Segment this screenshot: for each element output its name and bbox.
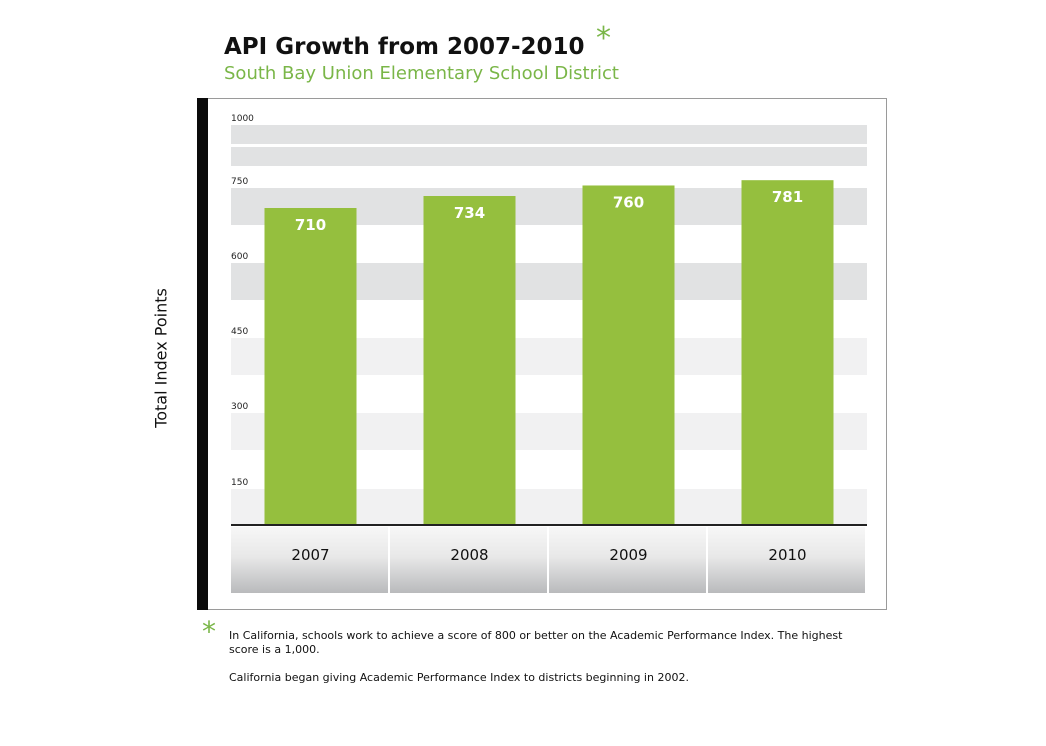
x-axis-cell [708, 527, 865, 593]
grid-band [231, 125, 867, 144]
x-tick-label: 2008 [450, 546, 488, 564]
y-tick-label: 300 [231, 402, 248, 412]
bar [582, 185, 675, 526]
bar [741, 180, 834, 526]
x-tick-label: 2010 [768, 546, 806, 564]
y-tick-label: 450 [231, 327, 248, 337]
bar-value-label: 781 [772, 188, 803, 206]
bar-value-label: 760 [613, 193, 644, 211]
title-asterisk-mark: * [596, 21, 611, 56]
y-tick-label: 1000 [231, 114, 254, 124]
footnote-text: In California, schools work to achieve a… [229, 629, 843, 656]
chart-left-accent-bar [197, 98, 208, 610]
grid-band [231, 147, 867, 166]
footnote-text-2: California began giving Academic Perform… [229, 671, 689, 684]
bar [423, 196, 516, 525]
x-tick-label: 2009 [609, 546, 647, 564]
x-axis-cell [231, 527, 388, 593]
bar-value-label: 734 [454, 204, 485, 222]
x-axis-cell [549, 527, 706, 593]
x-tick-label: 2007 [291, 546, 329, 564]
x-axis-cell [390, 527, 547, 593]
bar [264, 208, 357, 525]
y-tick-label: 600 [231, 252, 248, 262]
chart-title: API Growth from 2007-2010 [224, 34, 585, 60]
chart-subtitle: South Bay Union Elementary School Distri… [224, 63, 619, 84]
bar-value-label: 710 [295, 216, 326, 234]
y-tick-label: 750 [231, 177, 248, 187]
y-tick-label: 150 [231, 478, 248, 488]
footnote-asterisk-mark: * [202, 615, 216, 648]
